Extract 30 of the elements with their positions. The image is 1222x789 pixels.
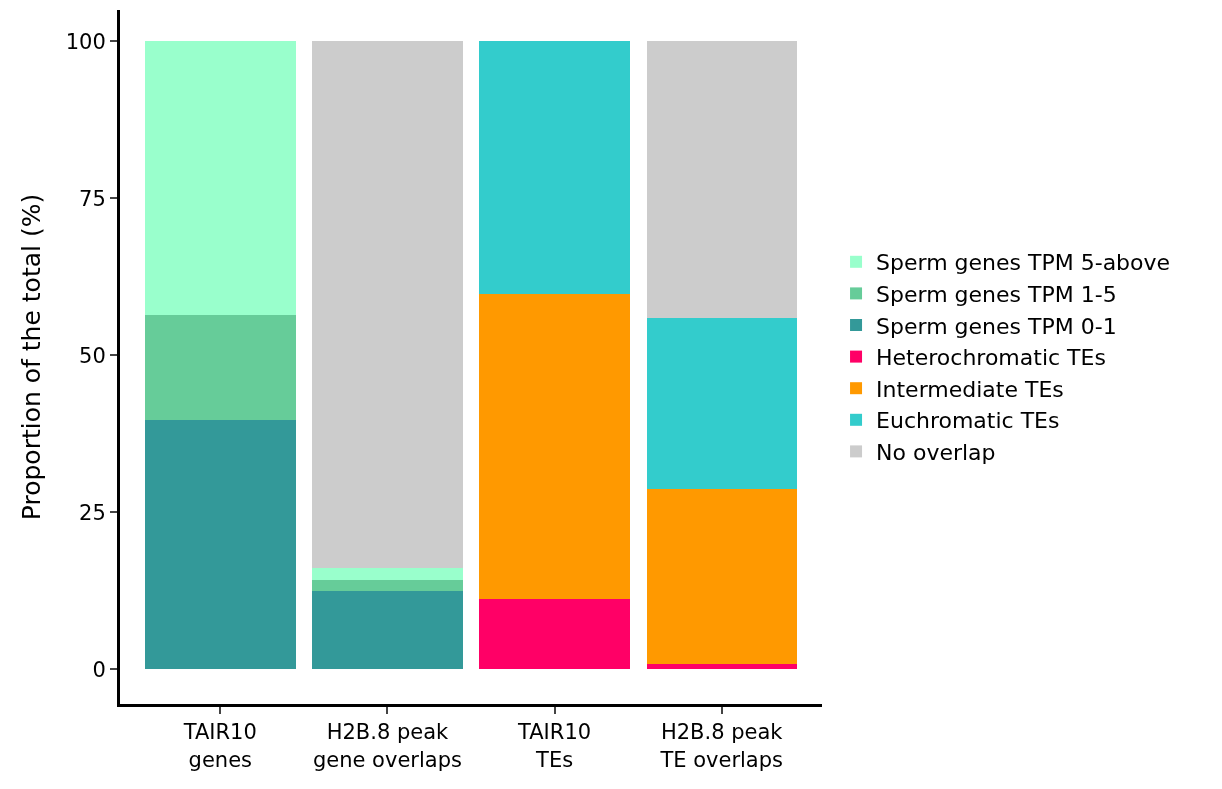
x-tick-label: TAIR10 genes bbox=[182, 720, 257, 772]
y-tick-label: 50 bbox=[79, 343, 106, 368]
legend-label: Intermediate TEs bbox=[876, 376, 1064, 402]
bar bbox=[145, 314, 296, 421]
bar bbox=[646, 489, 797, 664]
legend-label: Sperm genes TPM 1-5 bbox=[876, 281, 1117, 307]
legend-label: Euchromatic TEs bbox=[876, 408, 1060, 434]
x-tick-label: H2B.8 peak gene overlaps bbox=[312, 720, 462, 772]
legend-label: No overlap bbox=[876, 439, 996, 465]
bar bbox=[145, 420, 296, 670]
bar bbox=[646, 317, 797, 490]
x-tick-label: TAIR10 TEs bbox=[517, 720, 592, 772]
bar bbox=[479, 41, 630, 294]
x-tick-label: H2B.8 peak TE overlaps bbox=[659, 720, 784, 772]
y-tick-label: 100 bbox=[65, 29, 106, 54]
y-tick-label: 75 bbox=[79, 186, 106, 211]
y-axis-title: Proportion of the total (%) bbox=[17, 193, 47, 521]
bar bbox=[479, 599, 630, 670]
legend-label: Sperm genes TPM 5-above bbox=[876, 250, 1171, 276]
legend-label: Heterochromatic TEs bbox=[876, 345, 1106, 371]
bar bbox=[646, 41, 797, 318]
legend-label: Sperm genes TPM 0-1 bbox=[876, 313, 1117, 339]
bar bbox=[312, 41, 463, 569]
bar bbox=[145, 41, 296, 315]
bar bbox=[479, 293, 630, 600]
bar bbox=[312, 590, 463, 670]
bar bbox=[312, 579, 463, 591]
y-tick-label: 0 bbox=[92, 657, 106, 682]
bar bbox=[312, 568, 463, 580]
y-tick-label: 25 bbox=[79, 500, 106, 525]
